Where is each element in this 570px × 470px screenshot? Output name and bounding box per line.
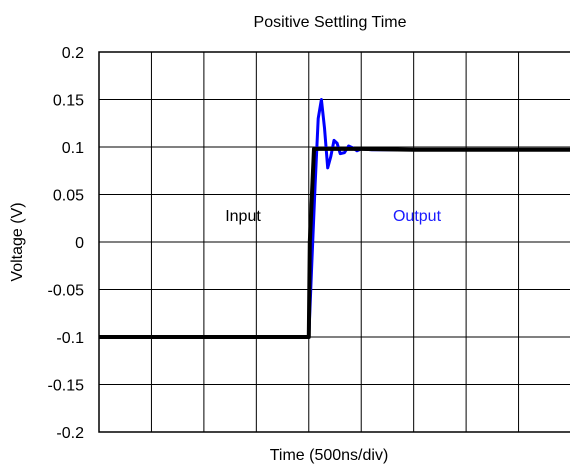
output-annotation: Output [393,208,442,225]
grid-lines [98,51,570,433]
y-tick-label-1: 0.15 [53,93,84,110]
x-axis-label: Time (500ns/div) [270,447,389,464]
y-tick-label-8: -0.2 [56,425,84,442]
y-tick-label-0: 0.2 [62,45,84,62]
input-annotation: Input [225,208,261,225]
y-tick-label-6: -0.1 [56,330,84,347]
plot-frame [98,51,570,433]
series-line-input [99,146,570,339]
y-tick-label-3: 0.05 [53,188,84,205]
y-tick-label-2: 0.1 [62,140,84,157]
series-line-output [99,98,570,339]
y-tick-label-7: -0.15 [48,378,85,395]
y-tick-label-5: -0.05 [48,283,85,300]
y-tick-labels: 0.2 0.15 0.1 0.05 0 -0.05 -0.1 -0.15 -0.2 [48,45,85,442]
chart-title: Positive Settling Time [254,14,407,31]
y-axis-label: Voltage (V) [9,202,26,281]
y-tick-label-4: 0 [75,235,84,252]
series-lines [99,98,570,339]
